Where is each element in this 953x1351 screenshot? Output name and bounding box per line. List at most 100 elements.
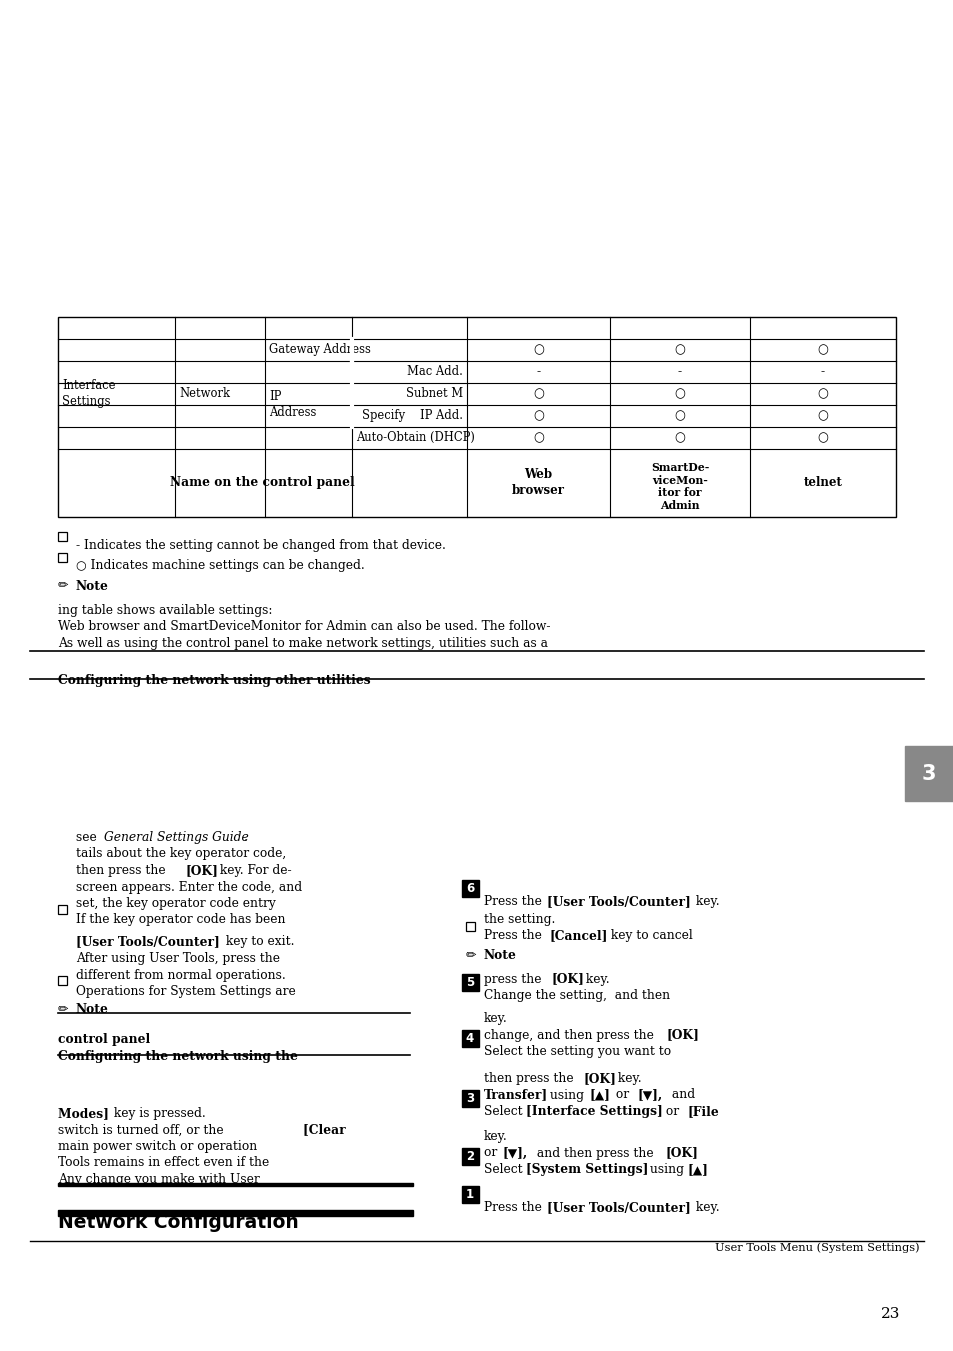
- Text: Modes⁠]: Modes⁠]: [58, 1106, 109, 1120]
- Text: Auto-Obtain (DHCP): Auto-Obtain (DHCP): [355, 431, 475, 444]
- Text: 1: 1: [465, 1189, 474, 1201]
- Text: ○: ○: [817, 343, 827, 357]
- Text: -: -: [536, 365, 540, 378]
- Text: [File: [File: [687, 1105, 719, 1119]
- Text: -: -: [678, 365, 681, 378]
- Text: ✏: ✏: [465, 948, 476, 962]
- Text: [▲]: [▲]: [687, 1163, 708, 1175]
- Bar: [58, 553, 67, 562]
- Text: control panel: control panel: [58, 1034, 150, 1047]
- Text: [Interface Settings]: [Interface Settings]: [525, 1105, 662, 1119]
- Text: Press the: Press the: [483, 894, 545, 908]
- Text: [OK]: [OK]: [552, 973, 584, 985]
- Bar: [461, 880, 478, 897]
- Text: key.: key.: [691, 894, 719, 908]
- Text: ✏: ✏: [58, 580, 69, 593]
- Bar: [58, 905, 67, 913]
- Text: ○: ○: [674, 343, 684, 357]
- Text: ○: ○: [674, 386, 684, 400]
- Text: different from normal operations.: different from normal operations.: [76, 969, 286, 981]
- Text: -: -: [821, 365, 824, 378]
- Text: telnet: telnet: [802, 476, 841, 489]
- Text: Name on the control panel: Name on the control panel: [170, 476, 355, 489]
- Text: key.: key.: [483, 1012, 507, 1025]
- Text: [OK]: [OK]: [186, 865, 218, 877]
- Text: key.: key.: [581, 973, 609, 985]
- Text: [Cancel]: [Cancel]: [550, 929, 608, 942]
- Text: screen appears. Enter the code, and: screen appears. Enter the code, and: [76, 881, 302, 893]
- Text: [OK]: [OK]: [666, 1028, 700, 1042]
- Text: ing table shows available settings:: ing table shows available settings:: [58, 604, 273, 617]
- Text: IP
Address: IP Address: [269, 390, 316, 419]
- Text: key is pressed.: key is pressed.: [110, 1106, 206, 1120]
- Text: Select the setting you want to: Select the setting you want to: [483, 1046, 670, 1058]
- Text: ⁠[User Tools/Counter⁠]: ⁠[User Tools/Counter⁠]: [546, 894, 690, 908]
- Text: key.: key.: [483, 1129, 507, 1143]
- Text: SmartDe-
viceMon-
itor for
Admin: SmartDe- viceMon- itor for Admin: [650, 462, 708, 511]
- Bar: [461, 974, 478, 992]
- Text: Press the: Press the: [483, 1201, 545, 1215]
- Text: .: .: [244, 831, 248, 844]
- Text: tails about the key operator code,: tails about the key operator code,: [76, 847, 286, 861]
- Bar: [904, 746, 953, 801]
- Bar: [58, 316, 895, 516]
- Bar: [461, 1148, 478, 1165]
- Bar: [465, 921, 475, 931]
- Text: Transfer]: Transfer]: [483, 1089, 548, 1101]
- Text: Operations for System Settings are: Operations for System Settings are: [76, 985, 295, 998]
- Text: Press the: Press the: [483, 929, 545, 942]
- Text: Change the setting,  and then: Change the setting, and then: [483, 989, 669, 1002]
- Text: key to exit.: key to exit.: [222, 935, 294, 948]
- Text: main power switch or operation: main power switch or operation: [58, 1140, 257, 1152]
- Text: 4: 4: [465, 1032, 474, 1046]
- Text: Specify: Specify: [361, 409, 405, 422]
- Text: [OK]: [OK]: [665, 1147, 699, 1159]
- Text: ⁠[User Tools/Counter⁠]: ⁠[User Tools/Counter⁠]: [76, 935, 219, 948]
- Text: Note: Note: [76, 1002, 109, 1016]
- Text: ○: ○: [674, 409, 684, 422]
- Text: [▼],: [▼],: [502, 1147, 528, 1159]
- Text: Web
browser: Web browser: [512, 467, 564, 497]
- Text: ○: ○: [817, 431, 827, 444]
- Text: Note: Note: [76, 580, 109, 593]
- Text: Subnet M: Subnet M: [405, 386, 462, 400]
- Text: key.: key.: [614, 1071, 641, 1085]
- Text: IP Add.: IP Add.: [419, 409, 462, 422]
- Text: then press the: then press the: [76, 865, 170, 877]
- Text: Web browser and SmartDeviceMonitor for Admin can also be used. The follow-: Web browser and SmartDeviceMonitor for A…: [58, 620, 550, 634]
- Bar: [461, 1186, 478, 1202]
- Text: [▲]: [▲]: [589, 1089, 610, 1101]
- Text: [▼],: [▼],: [638, 1089, 662, 1101]
- Text: ○ Indicates machine settings can be changed.: ○ Indicates machine settings can be chan…: [76, 559, 364, 573]
- Text: 2: 2: [465, 1151, 474, 1163]
- Text: Select: Select: [483, 1105, 526, 1119]
- Text: or: or: [483, 1147, 500, 1159]
- Text: Gateway Address: Gateway Address: [269, 343, 371, 357]
- Text: 23: 23: [880, 1306, 899, 1321]
- Text: then press the: then press the: [483, 1071, 577, 1085]
- Text: Configuring the network using the: Configuring the network using the: [58, 1050, 297, 1063]
- Bar: [58, 532, 67, 540]
- Text: 3: 3: [465, 1093, 474, 1105]
- Text: Select: Select: [483, 1163, 526, 1175]
- Text: switch is turned off, or the: switch is turned off, or the: [58, 1124, 227, 1136]
- Text: key. For de-: key. For de-: [215, 865, 292, 877]
- Text: If the key operator code has been: If the key operator code has been: [76, 913, 285, 927]
- Text: Configuring the network using other utilities: Configuring the network using other util…: [58, 674, 370, 688]
- Text: set, the key operator code entry: set, the key operator code entry: [76, 897, 275, 911]
- Bar: [461, 1029, 478, 1047]
- Text: After using User Tools, press the: After using User Tools, press the: [76, 952, 280, 965]
- Text: change, and then press the: change, and then press the: [483, 1028, 657, 1042]
- Text: ○: ○: [533, 409, 543, 422]
- Text: and then press the: and then press the: [533, 1147, 657, 1159]
- Text: 6: 6: [465, 882, 474, 896]
- Text: General Settings Guide: General Settings Guide: [104, 831, 249, 844]
- Text: and: and: [667, 1089, 695, 1101]
- Text: key to cancel: key to cancel: [606, 929, 692, 942]
- Text: see: see: [76, 831, 100, 844]
- Text: Mac Add.: Mac Add.: [407, 365, 462, 378]
- Text: Any change you make with User: Any change you make with User: [58, 1173, 259, 1186]
- Bar: [461, 1090, 478, 1106]
- Text: ○: ○: [674, 431, 684, 444]
- Text: ⁠[Clear: ⁠[Clear: [303, 1124, 345, 1136]
